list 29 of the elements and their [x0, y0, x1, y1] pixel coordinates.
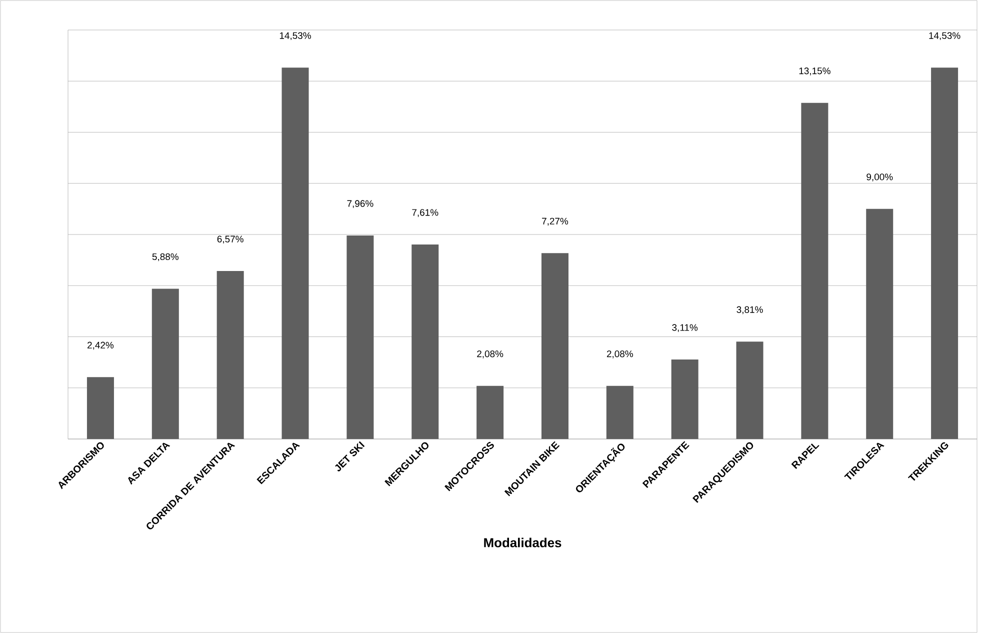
data-label: 2,08% [477, 350, 504, 358]
data-label: 6,57% [217, 236, 244, 244]
data-label: 7,96% [347, 200, 374, 208]
data-label: 7,27% [542, 218, 568, 226]
data-label: 14,53% [929, 32, 960, 40]
bar [931, 68, 958, 439]
x-axis-title: Modalidades [484, 538, 562, 548]
data-label: 9,00% [866, 174, 893, 182]
bar [541, 253, 568, 439]
data-label: 14,53% [280, 32, 311, 40]
bar [606, 386, 634, 439]
data-label: 3,81% [736, 306, 763, 314]
data-label: 2,08% [606, 350, 633, 358]
bar [346, 236, 374, 439]
bar [152, 288, 179, 439]
bar [216, 271, 244, 439]
bar [801, 102, 828, 439]
data-label: 3,11% [672, 324, 698, 332]
bar [412, 244, 439, 439]
data-label: 2,42% [88, 342, 114, 350]
data-label: 5,88% [152, 253, 178, 262]
bar [736, 342, 764, 439]
bar [86, 377, 114, 439]
data-label: 7,61% [412, 209, 438, 217]
bar [476, 386, 504, 439]
bar [671, 360, 698, 439]
data-label: 13,15% [799, 68, 830, 76]
bar [282, 68, 309, 439]
bar [866, 208, 894, 439]
